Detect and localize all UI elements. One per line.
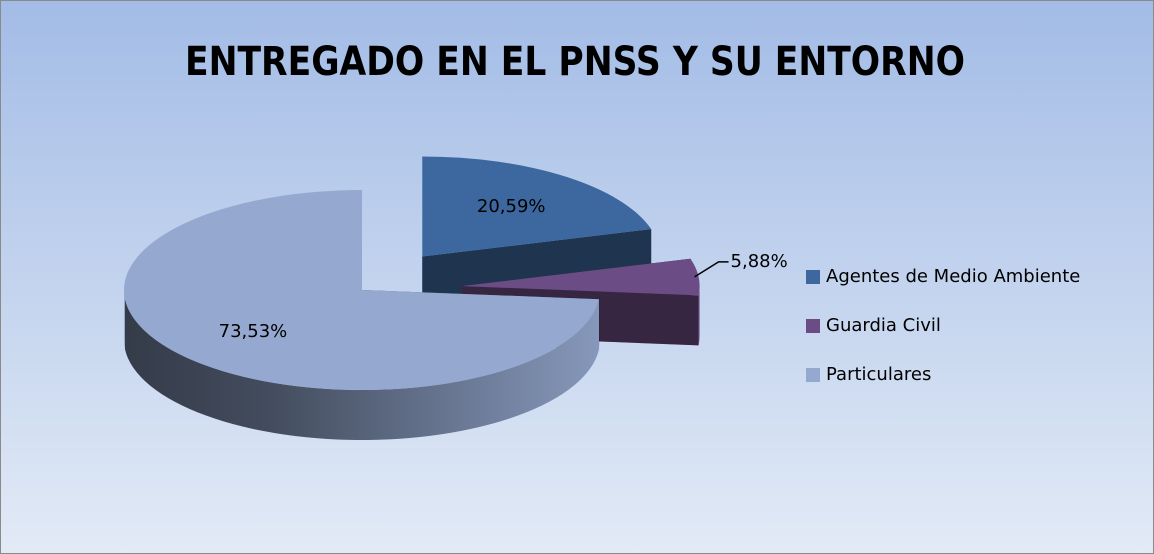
legend-label: Particulares — [826, 364, 931, 385]
slice — [422, 156, 652, 257]
leader-line — [694, 261, 729, 278]
slice — [461, 258, 700, 296]
legend-swatch — [806, 319, 820, 333]
data-label: 20,59% — [477, 196, 546, 217]
legend-label: Guardia Civil — [826, 315, 941, 336]
legend-swatch — [806, 368, 820, 382]
legend-label: Agentes de Medio Ambiente — [826, 266, 1080, 287]
legend-swatch — [806, 270, 820, 284]
slice-side-shade — [125, 290, 600, 440]
slice — [124, 190, 599, 390]
legend: Agentes de Medio Ambiente Guardia Civil Pa… — [806, 266, 1080, 385]
data-label: 73,53% — [219, 321, 288, 342]
chart-title: ENTREGADO EN EL PNSS Y SU ENTORNO — [185, 39, 965, 85]
pie: 20,59% 5,88% 73,53% — [124, 156, 788, 440]
slice-side — [698, 286, 700, 346]
data-label: 5,88% — [731, 251, 788, 272]
